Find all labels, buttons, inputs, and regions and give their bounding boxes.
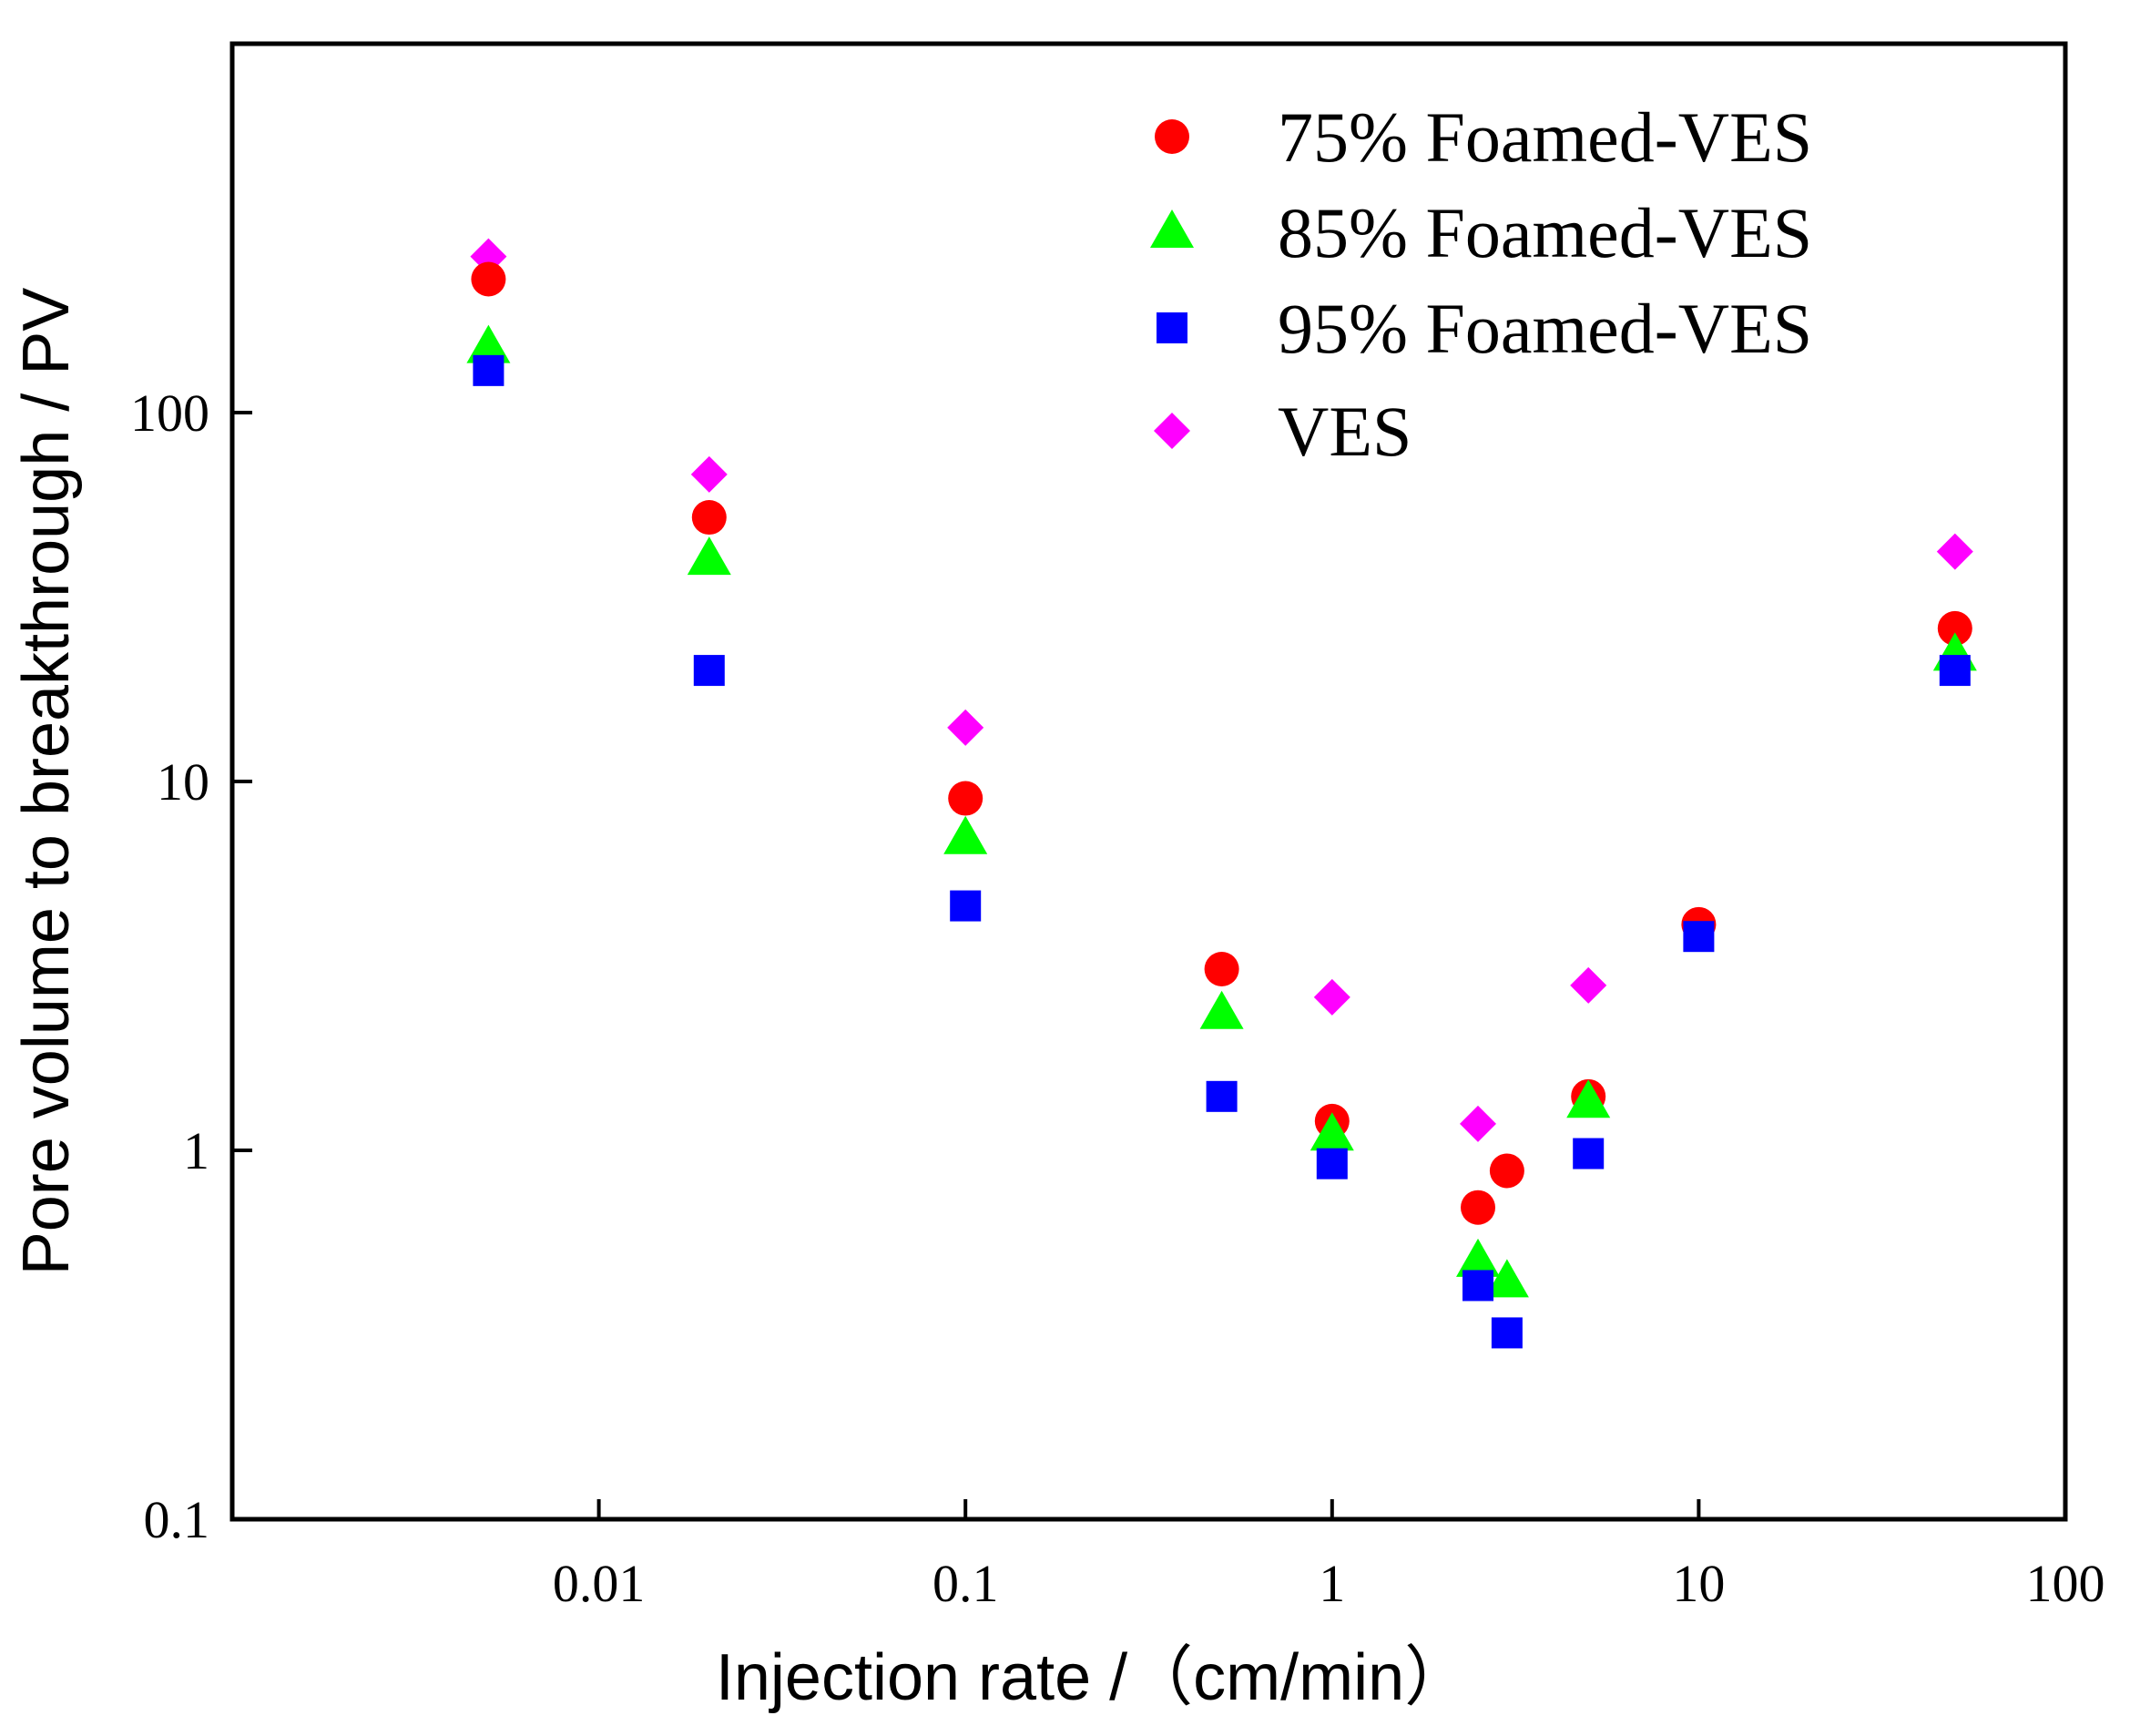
data-points: [466, 238, 1977, 1349]
data-point-circle: [1489, 1153, 1524, 1189]
x-axis-title: Injection rate /（cm/min）: [716, 1641, 1470, 1714]
x-tick-label: 1: [1319, 1554, 1345, 1613]
data-point-circle: [471, 261, 506, 297]
data-point-square: [950, 890, 982, 922]
data-point-diamond: [1570, 966, 1607, 1004]
data-point-square: [693, 655, 725, 687]
data-point-circle: [1461, 1190, 1496, 1225]
data-point-triangle: [1310, 1112, 1354, 1151]
data-point-triangle: [687, 536, 731, 576]
legend-marker-circle: [1155, 119, 1189, 154]
x-tick-label: 100: [2026, 1554, 2105, 1613]
data-point-triangle: [1456, 1238, 1501, 1277]
x-tick-label: 0.1: [933, 1554, 999, 1613]
legend-label: 85% Foamed-VES: [1278, 193, 1812, 272]
data-point-square: [1573, 1138, 1605, 1169]
x-tick-label: 10: [1672, 1554, 1725, 1613]
data-point-circle: [1937, 610, 1972, 646]
data-point-circle: [948, 781, 983, 816]
y-axis-title: Pore volume to breakthrough / PV: [10, 288, 83, 1276]
data-point-triangle: [1566, 1079, 1611, 1118]
data-point-circle: [1204, 951, 1239, 986]
data-point-square: [1316, 1148, 1348, 1179]
data-point-diamond: [1460, 1105, 1497, 1142]
data-point-square: [1491, 1317, 1523, 1349]
y-tick-label: 0.1: [144, 1490, 210, 1549]
data-point-square: [1683, 921, 1715, 953]
data-point-diamond: [690, 455, 728, 493]
legend-entry: 75% Foamed-VES: [1155, 97, 1812, 177]
legend-label: 95% Foamed-VES: [1278, 289, 1812, 368]
legend-label: 75% Foamed-VES: [1278, 97, 1812, 177]
y-axis: 0.1 1 10 100: [130, 383, 252, 1549]
data-point-circle: [691, 500, 727, 536]
data-point-diamond: [1936, 533, 1973, 570]
data-point-triangle: [943, 815, 988, 854]
data-point-triangle: [466, 324, 511, 363]
legend-marker-square: [1157, 312, 1187, 343]
x-tick-label: 0.01: [553, 1554, 646, 1613]
legend: 75% Foamed-VES 85% Foamed-VES 95% Foamed-V…: [1150, 97, 1812, 471]
x-axis: 0.01 0.1 1 10 100: [553, 1499, 2105, 1613]
legend-label: VES: [1278, 392, 1412, 471]
data-point-square: [1206, 1080, 1238, 1112]
data-point-triangle: [1484, 1259, 1529, 1298]
data-point-triangle: [1199, 990, 1244, 1029]
data-point-square: [473, 354, 504, 386]
legend-marker-triangle: [1150, 209, 1194, 248]
legend-entry: VES: [1154, 392, 1412, 471]
y-tick-label: 10: [157, 752, 209, 812]
series-ves: [470, 238, 1973, 1142]
series-95-foamed-ves: [473, 354, 1971, 1349]
data-point-diamond: [947, 709, 984, 746]
y-tick-label: 100: [130, 383, 209, 443]
series-75-foamed-ves: [471, 261, 1972, 1225]
legend-entry: 95% Foamed-VES: [1157, 289, 1812, 368]
data-point-square: [1462, 1270, 1494, 1302]
data-point-square: [1939, 655, 1971, 687]
data-point-diamond: [1313, 978, 1350, 1016]
series-85-foamed-ves: [466, 324, 1977, 1298]
legend-marker-diamond: [1154, 413, 1190, 449]
y-tick-label: 1: [183, 1121, 209, 1180]
legend-entry: 85% Foamed-VES: [1150, 193, 1812, 272]
